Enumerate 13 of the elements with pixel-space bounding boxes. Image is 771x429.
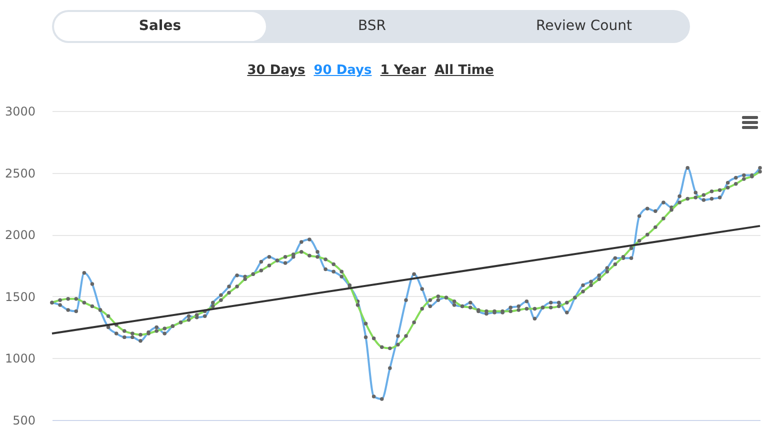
text: Sales (54, 12, 266, 41)
text: 1 Year (380, 63, 426, 78)
text: All Time (434, 63, 494, 78)
y-tick-label: 2000 (4, 228, 36, 242)
text: 90 Days (314, 63, 372, 78)
y-tick-label: 1500 (4, 290, 36, 304)
text: Review Count (535, 17, 633, 36)
y-tick-label: 3000 (4, 104, 36, 118)
text: BSR (357, 17, 387, 36)
y-tick-label: 2500 (4, 166, 36, 180)
y-tick-label: 1000 (4, 352, 36, 366)
text: 30 Days (247, 63, 306, 78)
y-tick-label: 500 (12, 414, 36, 428)
